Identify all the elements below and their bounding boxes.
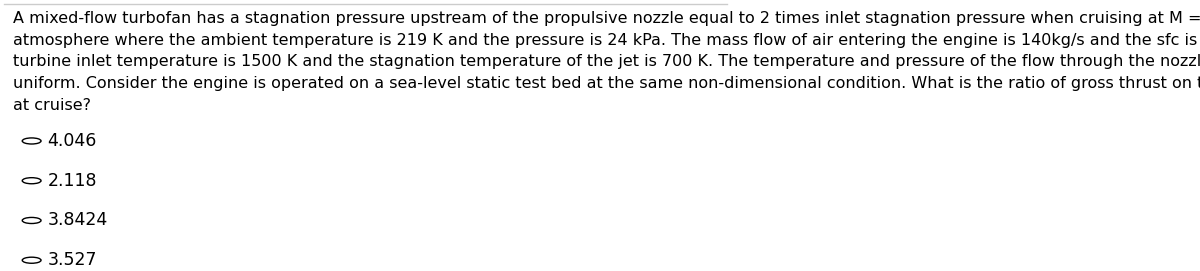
Text: 3.8424: 3.8424 bbox=[48, 211, 108, 230]
Text: 3.527: 3.527 bbox=[48, 251, 97, 269]
Text: A mixed-flow turbofan has a stagnation pressure upstream of the propulsive nozzl: A mixed-flow turbofan has a stagnation p… bbox=[13, 11, 1200, 112]
Text: 4.046: 4.046 bbox=[48, 132, 97, 150]
Text: 2.118: 2.118 bbox=[48, 172, 97, 190]
